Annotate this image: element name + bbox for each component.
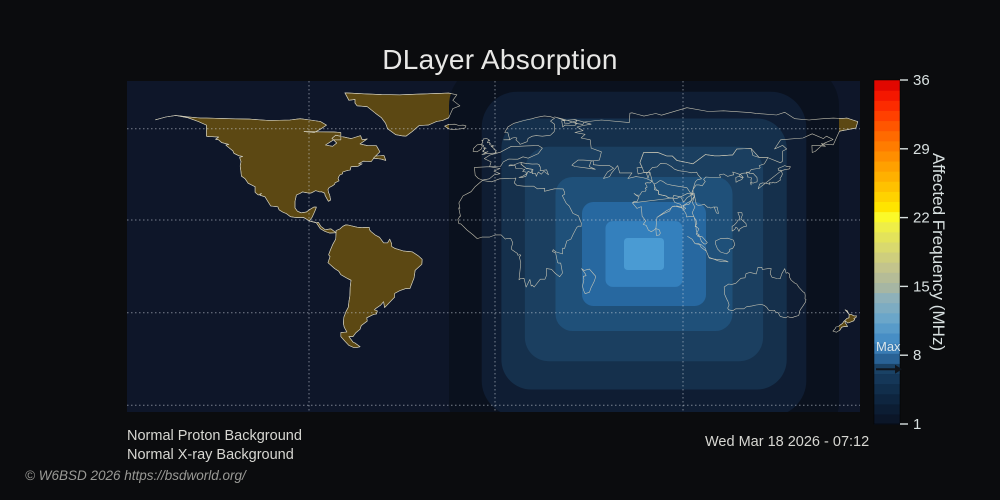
svg-text:36: 36 [913,72,930,89]
svg-text:1: 1 [913,416,921,433]
svg-text:Max: Max [876,339,901,354]
svg-text:8: 8 [913,347,921,364]
